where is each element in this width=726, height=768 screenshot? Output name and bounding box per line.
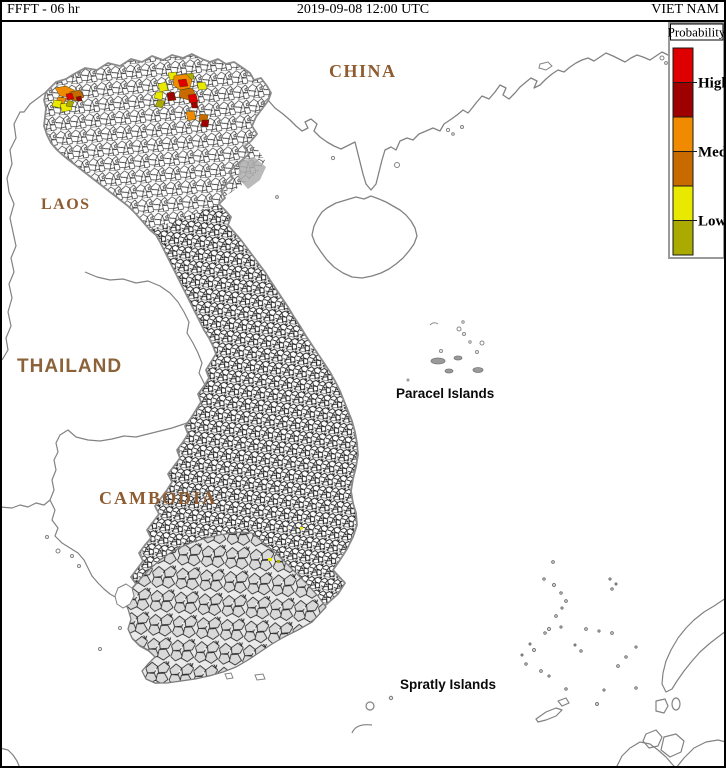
risk-high-area bbox=[190, 101, 199, 109]
legend-seg-high-dark bbox=[673, 82, 693, 117]
risk-med-area bbox=[185, 110, 197, 122]
mekong-delta-communes bbox=[123, 531, 327, 684]
risk-low-area bbox=[277, 560, 280, 563]
risk-low-area bbox=[51, 99, 63, 109]
legend-label-med: Med bbox=[698, 145, 726, 161]
risk-low-area bbox=[154, 99, 166, 109]
legend-colorbar bbox=[672, 47, 697, 256]
risk-high-area bbox=[166, 91, 177, 102]
legend-seg-med-bright bbox=[673, 117, 693, 152]
legend-seg-low-bright bbox=[673, 186, 693, 221]
legend-label-high: High bbox=[698, 76, 726, 92]
label-cambodia: CAMBODIA bbox=[99, 488, 217, 508]
china-coastline bbox=[267, 51, 674, 191]
header-bar: FFFT - 06 hr 2019-09-08 12:00 UTC VIET N… bbox=[0, 0, 726, 22]
hainan-island bbox=[311, 195, 418, 279]
label-spratly-islands: Spratly Islands bbox=[400, 677, 497, 692]
risk-low-area bbox=[196, 81, 208, 91]
risk-high-area bbox=[177, 78, 189, 88]
risk-low-area bbox=[153, 91, 164, 101]
red-river-delta-area bbox=[192, 136, 265, 204]
southeast-islands bbox=[351, 597, 726, 768]
legend-seg-high-bright bbox=[673, 48, 693, 83]
risk-low-area bbox=[268, 558, 272, 561]
timestamp: 2019-09-08 12:00 UTC bbox=[296, 2, 430, 17]
country-borders bbox=[0, 91, 213, 768]
legend-seg-med-dark bbox=[673, 151, 693, 186]
risk-high-area bbox=[187, 93, 199, 104]
paracel-islands-group bbox=[406, 320, 485, 382]
red-river-delta-gray-patch bbox=[238, 157, 266, 189]
risk-high-area bbox=[75, 95, 83, 102]
china-coast-islands bbox=[275, 55, 668, 199]
label-china: CHINA bbox=[329, 61, 397, 81]
risk-high-area bbox=[200, 119, 210, 128]
flood-risk-cluster-northwest bbox=[51, 85, 85, 113]
legend-title-box bbox=[670, 23, 724, 41]
risk-low-area bbox=[300, 527, 303, 530]
product-name: FFFT - 06 hr bbox=[7, 2, 80, 17]
risk-low-area bbox=[65, 99, 75, 108]
legend-seg-low-dark bbox=[673, 220, 693, 255]
probability-legend: Probability High Med Low bbox=[668, 22, 726, 259]
risk-low-area bbox=[157, 81, 169, 93]
label-paracel-islands: Paracel Islands bbox=[396, 386, 495, 401]
spratly-islands-group bbox=[520, 560, 638, 706]
flood-risk-specks-south bbox=[268, 527, 303, 563]
legend-title: Probability bbox=[668, 25, 726, 40]
risk-high-area bbox=[65, 92, 75, 101]
label-thailand: THAILAND bbox=[17, 356, 123, 377]
label-laos: LAOS bbox=[41, 196, 91, 213]
flood-risk-cluster-north bbox=[153, 71, 210, 128]
region-name: VIET NAM bbox=[651, 2, 719, 17]
map-canvas: Probability High Med Low bbox=[0, 22, 726, 768]
legend-label-low: Low bbox=[698, 214, 726, 230]
gulf-islands bbox=[45, 535, 266, 681]
